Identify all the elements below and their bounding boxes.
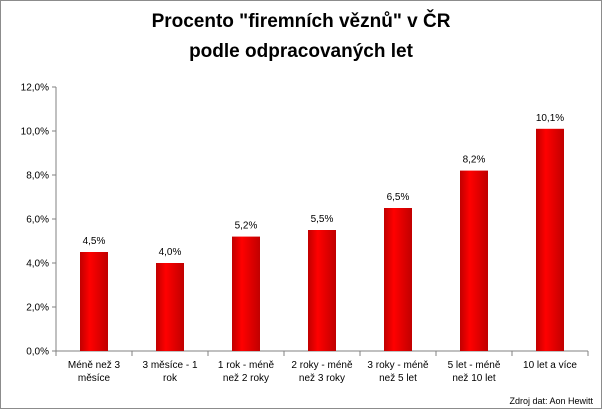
- data-label-1: 4,0%: [159, 247, 182, 258]
- data-label-3: 5,5%: [311, 214, 334, 225]
- x-category-label-4: 3 roky - méně než 5 let: [367, 360, 429, 384]
- x-category-label-1-line-0: 3 měsíce - 1: [142, 360, 197, 371]
- x-category-label-2: 1 rok - méně než 2 roky: [218, 360, 275, 384]
- bar-3: [308, 230, 336, 351]
- data-label-2: 5,2%: [235, 221, 258, 232]
- x-category-label-4-line-1: než 5 let: [379, 373, 417, 384]
- x-category-label-3-line-1: než 3 roky: [299, 373, 345, 384]
- x-category-label-6-line-0: 10 let a více: [523, 360, 577, 371]
- x-category-label-2-line-1: než 2 roky: [223, 373, 269, 384]
- data-label-4: 6,5%: [387, 192, 410, 203]
- y-tick-label-3: 6,0%: [26, 215, 49, 226]
- data-label-6: 10,1%: [536, 113, 564, 124]
- source-note: Zdroj dat: Aon Hewitt: [509, 396, 593, 406]
- x-category-label-0: Méně než 3 měsíce: [68, 360, 121, 384]
- bar-4: [384, 208, 412, 351]
- y-tick-label-5: 10,0%: [21, 127, 49, 138]
- chart-title-line-2: podle odpracovaných let: [189, 41, 413, 62]
- y-tick-label-6: 12,0%: [21, 83, 49, 94]
- x-category-label-1-line-1: rok: [163, 373, 178, 384]
- y-tick-label-4: 8,0%: [26, 171, 49, 182]
- x-category-label-3-line-0: 2 roky - méně: [291, 360, 353, 371]
- y-tick-label-2: 4,0%: [26, 259, 49, 270]
- x-category-label-1: 3 měsíce - 1 rok: [142, 360, 197, 384]
- bar-2: [232, 236, 260, 351]
- x-category-label-5: 5 let - méně než 10 let: [448, 360, 501, 384]
- x-category-label-6: 10 let a více: [523, 360, 577, 371]
- data-label-0: 4,5%: [83, 236, 106, 247]
- bar-6: [536, 128, 564, 351]
- x-category-label-4-line-0: 3 roky - méně: [367, 360, 429, 371]
- y-tick-label-0: 0,0%: [26, 347, 49, 358]
- y-tick-label-1: 2,0%: [26, 303, 49, 314]
- x-category-label-5-line-1: než 10 let: [452, 373, 496, 384]
- x-category-label-3: 2 roky - méně než 3 roky: [291, 360, 353, 384]
- bar-1: [156, 263, 184, 351]
- x-category-label-0-line-0: Méně než 3: [68, 360, 121, 371]
- chart-title-line-1: Procento "firemních věznů" v ČR: [151, 11, 451, 32]
- data-label-5: 8,2%: [463, 155, 486, 166]
- x-category-label-0-line-1: měsíce: [78, 373, 111, 384]
- x-category-label-2-line-0: 1 rok - méně: [218, 360, 275, 371]
- bar-5: [460, 170, 488, 351]
- x-category-label-5-line-0: 5 let - méně: [448, 360, 501, 371]
- bar-0: [80, 252, 108, 351]
